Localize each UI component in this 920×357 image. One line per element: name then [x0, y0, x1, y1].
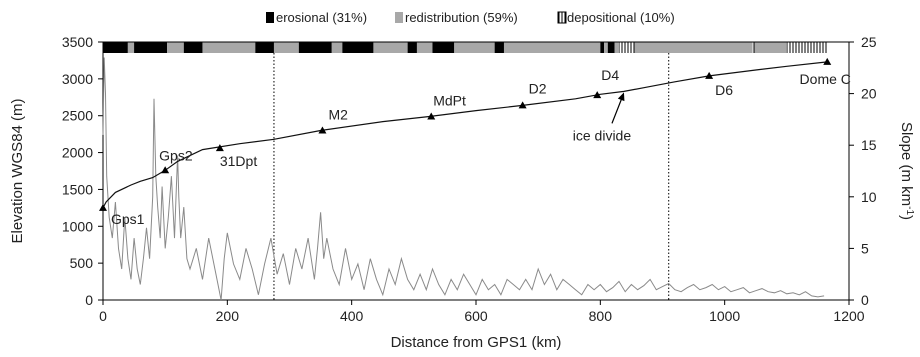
marker-label: Gps1 [111, 211, 145, 227]
legend-swatch-erosional [266, 12, 274, 23]
right-tick-label: 10 [861, 189, 877, 205]
left-tick-label: 3000 [62, 71, 93, 87]
surface-segment-erosional [103, 42, 128, 53]
surface-segment-erosional [255, 42, 274, 53]
legend-label-depositional: depositional (10%) [567, 10, 675, 25]
left-tick-label: 2500 [62, 108, 93, 124]
marker-triangle [823, 57, 832, 65]
marker-label: D2 [529, 80, 547, 96]
legend: erosional (31%) redistribution (59%) dep… [266, 10, 675, 25]
ice-divide-arrow [611, 95, 624, 124]
x-tick-label: 400 [340, 308, 364, 324]
surface-segment-erosional [407, 42, 417, 53]
legend-label-erosional: erosional (31%) [276, 10, 367, 25]
x-tick-label: 200 [216, 308, 240, 324]
surface-segment-redistribution [331, 42, 343, 53]
marker-triangle [161, 166, 170, 174]
marker-label: D4 [601, 67, 619, 83]
left-tick-label: 2000 [62, 145, 93, 161]
surface-class-bar [103, 42, 828, 53]
right-tick-label: 20 [861, 86, 877, 102]
surface-segment-redistribution [127, 42, 135, 53]
station-markers: Gps1 Gps2 31Dpt M2 MdPt D2 D4 D6 Dome C [99, 57, 851, 227]
surface-segment-depositional [618, 42, 635, 53]
surface-segment-redistribution [614, 42, 619, 53]
marker-label: M2 [328, 106, 348, 122]
surface-segment-erosional [432, 42, 455, 53]
left-tick-label: 1000 [62, 218, 93, 234]
legend-label-redistribution: redistribution (59%) [405, 10, 518, 25]
surface-segment-redistribution [754, 42, 787, 53]
marker-label: MdPt [433, 92, 466, 108]
surface-segment-erosional [183, 42, 203, 53]
surface-segment-depositional [752, 42, 755, 53]
marker-label: Gps2 [159, 147, 193, 163]
surface-segment-redistribution [202, 42, 256, 53]
surface-segment-erosional [342, 42, 374, 53]
surface-segment-redistribution [167, 42, 184, 53]
surface-segment-redistribution [503, 42, 601, 53]
x-tick-label: 800 [589, 308, 613, 324]
surface-segment-erosional [607, 42, 615, 53]
legend-swatch-depositional [557, 11, 567, 24]
surface-segment-erosional [298, 42, 332, 53]
left-tick-label: 3500 [62, 34, 93, 50]
marker-triangle [427, 112, 436, 120]
marker-label: D6 [715, 82, 733, 98]
series-elevation-line [102, 61, 828, 209]
surface-segment-redistribution [273, 42, 299, 53]
right-tick-label: 15 [861, 137, 877, 153]
surface-segment-redistribution [373, 42, 408, 53]
surface-segment-erosional [134, 42, 168, 53]
x-tick-label: 1200 [833, 308, 864, 324]
ice-divide-annotation: ice divide [573, 92, 632, 143]
right-axis-title-end: ) [898, 215, 915, 220]
x-tick-label: 1000 [709, 308, 740, 324]
surface-segment-erosional [600, 42, 605, 53]
ice-divide-label: ice divide [573, 127, 632, 143]
surface-segment-redistribution [454, 42, 495, 53]
left-axis-title: Elevation WGS84 (m) [9, 98, 26, 243]
x-tick-label: 600 [464, 308, 488, 324]
right-tick-label: 5 [861, 240, 869, 256]
left-axis-ticks: 0 500 1000 1500 2000 2500 3000 3500 [62, 34, 103, 308]
x-tick-label: 0 [99, 308, 107, 324]
marker-triangle [705, 71, 714, 79]
marker-label: 31Dpt [220, 153, 257, 169]
surface-segment-redistribution [416, 42, 433, 53]
vertical-dotted-lines [273, 53, 670, 300]
legend-swatch-redistribution [395, 12, 403, 23]
surface-segment-depositional [786, 42, 828, 53]
right-tick-label: 0 [861, 292, 869, 308]
surface-segment-erosional [494, 42, 504, 53]
series-slope-line [102, 57, 825, 301]
marker-triangle [215, 144, 224, 152]
right-axis-title: Slope (m km-1) [898, 122, 915, 220]
left-tick-label: 1500 [62, 181, 93, 197]
right-axis-title-main: Slope (m km [898, 122, 915, 206]
ice-divide-arrowhead [617, 92, 625, 102]
marker-triangle [593, 91, 602, 99]
marker-triangle [518, 101, 527, 109]
surface-segment-redistribution [604, 42, 608, 53]
left-tick-label: 500 [70, 255, 94, 271]
marker-label: Dome C [800, 71, 851, 87]
marker-triangle [318, 126, 327, 134]
x-axis-title: Distance from GPS1 (km) [391, 334, 562, 351]
right-tick-label: 25 [861, 34, 877, 50]
left-tick-label: 0 [85, 292, 93, 308]
marker-triangle [99, 203, 107, 211]
surface-segment-redistribution [634, 42, 753, 53]
x-axis-ticks: 0 200 400 600 800 1000 1200 [99, 300, 865, 324]
plot-frame [102, 41, 850, 301]
right-axis-title-sup: -1 [904, 206, 915, 215]
right-axis-ticks: 0 5 10 15 20 25 [849, 34, 877, 308]
